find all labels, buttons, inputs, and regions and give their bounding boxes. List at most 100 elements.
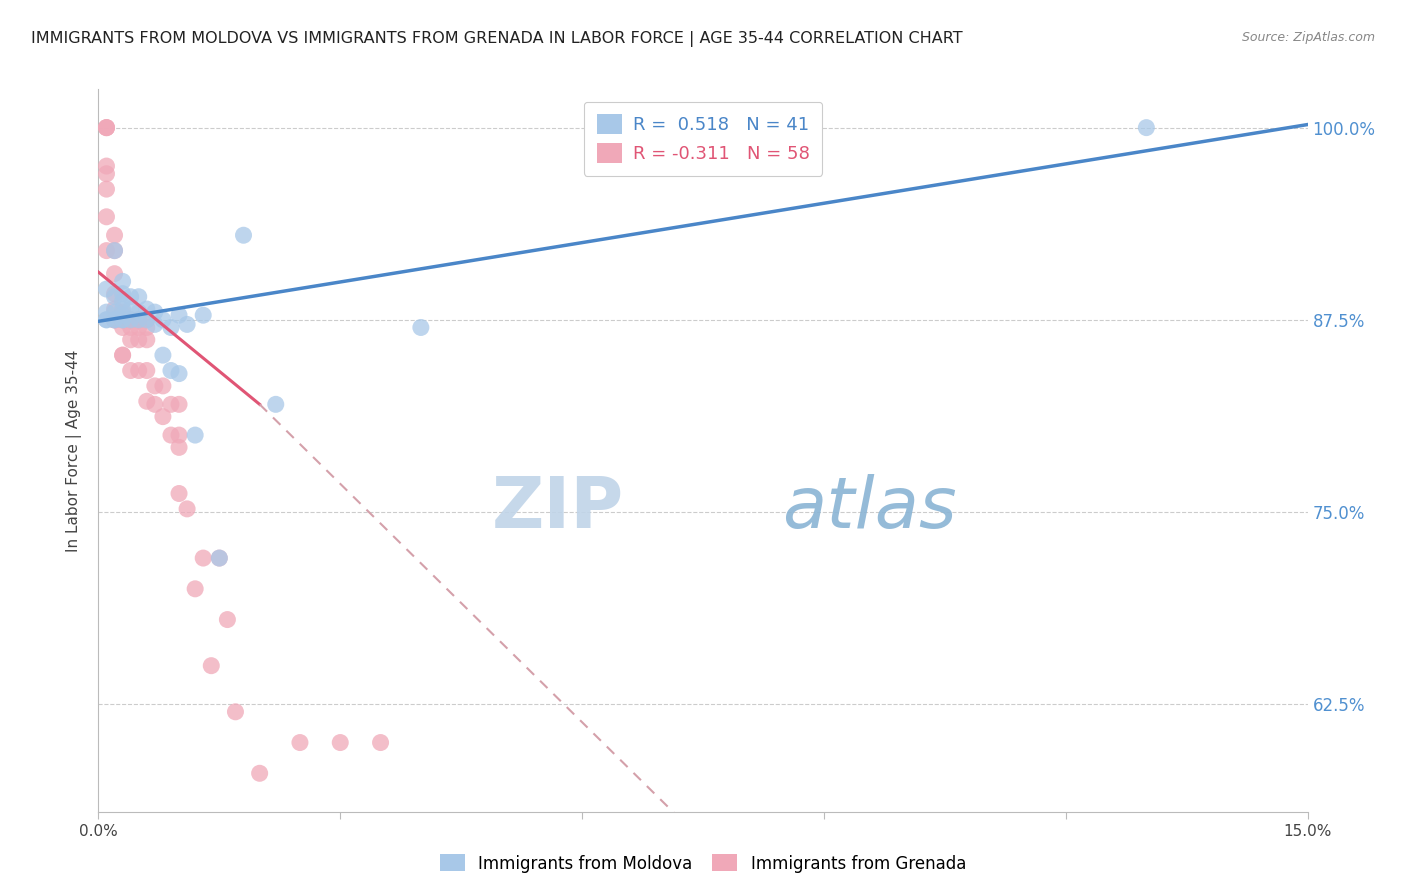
Point	[1135, 120, 1157, 135]
Point	[128, 305, 150, 319]
Point	[184, 428, 207, 442]
Point	[288, 735, 311, 749]
Point	[135, 320, 157, 334]
Point	[143, 318, 166, 332]
Point	[409, 320, 432, 334]
Point	[120, 333, 142, 347]
Point	[128, 313, 150, 327]
Point	[160, 363, 183, 377]
Legend: R =  0.518   N = 41, R = -0.311   N = 58: R = 0.518 N = 41, R = -0.311 N = 58	[583, 102, 823, 176]
Point	[96, 120, 118, 135]
Point	[96, 120, 118, 135]
Point	[111, 294, 134, 309]
Point	[111, 305, 134, 319]
Point	[128, 313, 150, 327]
Point	[135, 313, 157, 327]
Point	[135, 313, 157, 327]
Point	[96, 313, 118, 327]
Point	[120, 313, 142, 327]
Point	[135, 301, 157, 316]
Point	[111, 320, 134, 334]
Point	[120, 290, 142, 304]
Point	[152, 348, 174, 362]
Point	[193, 551, 215, 566]
Point	[249, 766, 271, 780]
Point	[167, 486, 190, 500]
Point	[120, 313, 142, 327]
Y-axis label: In Labor Force | Age 35-44: In Labor Force | Age 35-44	[66, 350, 83, 551]
Point	[120, 301, 142, 316]
Point	[152, 379, 174, 393]
Point	[167, 308, 190, 322]
Point	[103, 244, 125, 258]
Point	[224, 705, 246, 719]
Point	[193, 308, 215, 322]
Point	[96, 120, 118, 135]
Point	[232, 228, 254, 243]
Point	[176, 318, 198, 332]
Point	[111, 313, 134, 327]
Point	[264, 397, 287, 411]
Point	[329, 735, 352, 749]
Point	[111, 301, 134, 316]
Point	[111, 286, 134, 301]
Point	[659, 120, 682, 135]
Point	[96, 182, 118, 196]
Point	[103, 286, 125, 301]
Point	[103, 313, 125, 327]
Point	[96, 313, 118, 327]
Point	[128, 313, 150, 327]
Point	[167, 367, 190, 381]
Point	[103, 305, 125, 319]
Text: IMMIGRANTS FROM MOLDOVA VS IMMIGRANTS FROM GRENADA IN LABOR FORCE | AGE 35-44 CO: IMMIGRANTS FROM MOLDOVA VS IMMIGRANTS FR…	[31, 31, 963, 47]
Point	[200, 658, 222, 673]
Point	[103, 244, 125, 258]
Point	[135, 394, 157, 409]
Point	[208, 551, 231, 566]
Point	[167, 441, 190, 455]
Point	[128, 320, 150, 334]
Text: ZIP: ZIP	[492, 474, 624, 542]
Point	[160, 428, 183, 442]
Point	[208, 551, 231, 566]
Point	[128, 290, 150, 304]
Point	[96, 282, 118, 296]
Point	[160, 320, 183, 334]
Point	[128, 363, 150, 377]
Point	[103, 267, 125, 281]
Point	[103, 228, 125, 243]
Point	[96, 244, 118, 258]
Point	[184, 582, 207, 596]
Point	[152, 409, 174, 424]
Point	[143, 305, 166, 319]
Point	[160, 397, 183, 411]
Point	[103, 313, 125, 327]
Point	[176, 501, 198, 516]
Point	[111, 348, 134, 362]
Point	[143, 397, 166, 411]
Point	[103, 313, 125, 327]
Point	[103, 290, 125, 304]
Legend: Immigrants from Moldova, Immigrants from Grenada: Immigrants from Moldova, Immigrants from…	[433, 847, 973, 880]
Point	[111, 274, 134, 288]
Text: Source: ZipAtlas.com: Source: ZipAtlas.com	[1241, 31, 1375, 45]
Point	[111, 313, 134, 327]
Point	[167, 397, 190, 411]
Point	[111, 348, 134, 362]
Point	[120, 320, 142, 334]
Text: atlas: atlas	[782, 474, 956, 542]
Point	[96, 167, 118, 181]
Point	[135, 333, 157, 347]
Point	[152, 313, 174, 327]
Point	[120, 313, 142, 327]
Point	[167, 428, 190, 442]
Point	[103, 313, 125, 327]
Point	[143, 379, 166, 393]
Point	[96, 305, 118, 319]
Point	[96, 210, 118, 224]
Point	[217, 613, 239, 627]
Point	[128, 333, 150, 347]
Point	[111, 313, 134, 327]
Point	[103, 301, 125, 316]
Point	[111, 308, 134, 322]
